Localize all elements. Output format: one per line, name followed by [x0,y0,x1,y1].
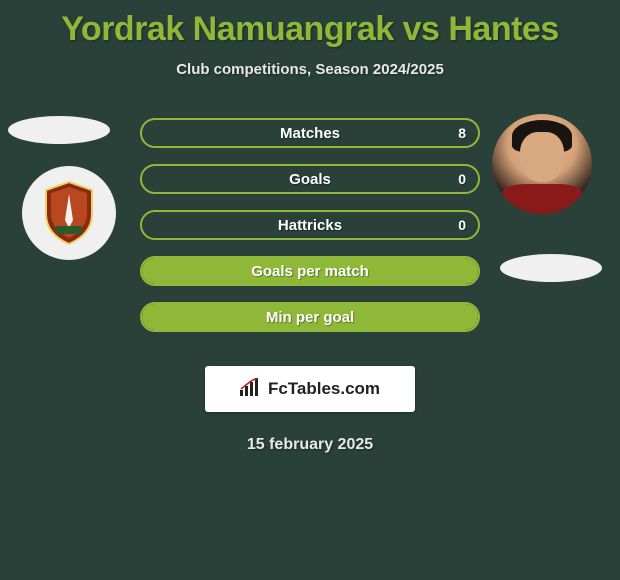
stat-right-value: 8 [458,125,466,141]
stat-row: Hattricks 0 [140,210,480,240]
left-player-placeholder [8,116,110,144]
page-title: Yordrak Namuangrak vs Hantes [0,0,620,49]
logo-text: FcTables.com [268,379,380,399]
stat-label: Goals [289,171,331,188]
stat-label: Matches [280,125,340,142]
stat-row: Goals per match [140,256,480,286]
player-jersey [502,184,582,214]
date-text: 15 february 2025 [0,436,620,454]
infographic-root: Yordrak Namuangrak vs Hantes Club compet… [0,0,620,580]
player-face [520,132,564,182]
stat-row: Matches 8 [140,118,480,148]
stat-row: Goals 0 [140,164,480,194]
chart-icon [240,378,262,401]
shield-icon [42,180,96,246]
stats-bars: Matches 8 Goals 0 Hattricks 0 Goals per match M… [140,118,480,348]
subtitle: Club competitions, Season 2024/2025 [0,61,620,78]
stat-label: Min per goal [266,309,354,326]
stat-label: Hattricks [278,217,342,234]
stat-label: Goals per match [251,263,369,280]
fctables-logo: FcTables.com [205,366,415,412]
right-club-placeholder [500,254,602,282]
comparison-section: Matches 8 Goals 0 Hattricks 0 Goals per match M… [0,108,620,348]
right-player-photo [492,114,592,214]
stat-right-value: 0 [458,217,466,233]
stat-right-value: 0 [458,171,466,187]
stat-row: Min per goal [140,302,480,332]
left-club-badge [22,166,116,260]
